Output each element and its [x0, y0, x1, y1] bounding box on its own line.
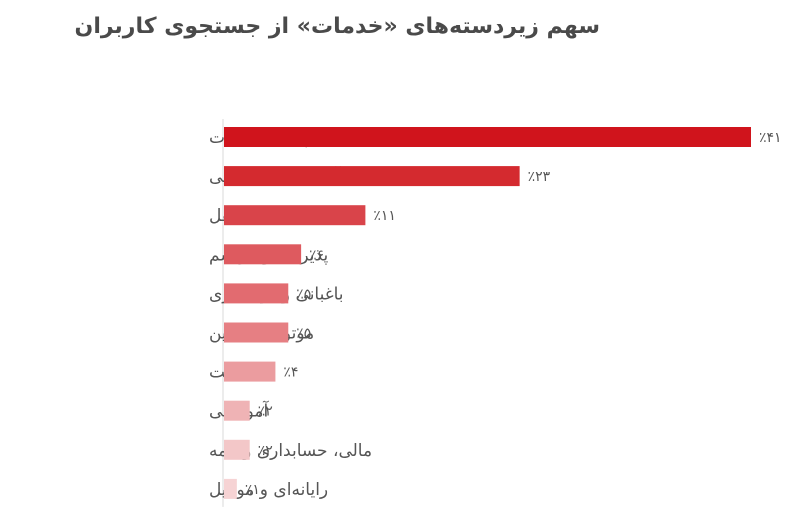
bar-value-label: ٪۲۳: [528, 169, 551, 185]
bar-value-label: ٪۱۱: [373, 208, 396, 224]
bar: [224, 322, 289, 343]
bar: [224, 244, 302, 265]
bar: [224, 283, 289, 304]
bar-value-label: ٪۲: [258, 404, 273, 420]
bar-value-label: ٪۶: [309, 247, 324, 263]
category-label: رایانه‌ای و موبایل: [209, 480, 328, 500]
bar: [224, 478, 237, 499]
bar: [224, 205, 366, 226]
bar-value-label: ٪۵: [296, 326, 311, 342]
bar: [224, 166, 520, 187]
bar-value-label: ٪۴: [283, 365, 298, 381]
bar-value-label: ٪۴۱: [759, 130, 782, 146]
bar-value-label: ٪۱: [245, 482, 260, 498]
bar: [224, 439, 250, 460]
category-label: مالی، حسابداری و بیمه: [209, 441, 372, 461]
bar-value-label: ٪۲: [258, 443, 273, 459]
chart-title: سهم زیردسته‌های «خدمات» از جستجوی کاربرا…: [74, 14, 600, 39]
bar: [224, 361, 276, 382]
bar: [224, 127, 751, 147]
bar-value-label: ٪۵: [296, 286, 311, 302]
bar: [224, 400, 250, 421]
